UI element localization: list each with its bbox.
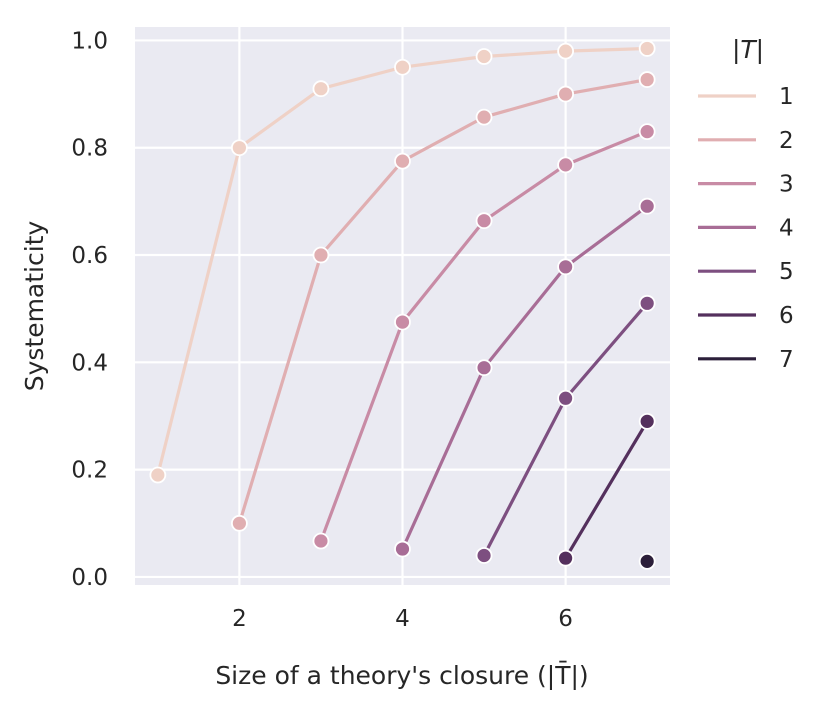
series-2 <box>230 71 656 532</box>
legend-item-7: 7 <box>698 347 794 373</box>
data-point <box>638 123 656 141</box>
series-7 <box>638 552 656 570</box>
legend-label: 6 <box>779 303 794 329</box>
legend-title: |T| <box>732 35 764 64</box>
y-tick-label: 0.4 <box>71 350 108 376</box>
legend: |T| 1 2 3 4 5 6 7 <box>698 35 794 373</box>
data-point <box>475 547 493 564</box>
axis-layer: 2 4 6 0.0 0.2 0.4 0.6 0.8 1.0 <box>71 28 573 632</box>
legend-item-4: 4 <box>698 215 794 241</box>
y-axis-label: Systematicity <box>20 221 49 392</box>
y-tick-label: 0.2 <box>71 458 108 484</box>
data-point <box>638 412 656 430</box>
series-5 <box>475 294 656 564</box>
data-point <box>312 532 330 550</box>
legend-label: 7 <box>779 347 794 373</box>
data-point <box>557 549 575 567</box>
legend-label: 3 <box>779 172 794 198</box>
legend-item-6: 6 <box>698 303 794 329</box>
legend-item-2: 2 <box>698 128 794 154</box>
y-tick-label: 0.6 <box>71 243 108 269</box>
x-tick-label: 6 <box>558 606 573 632</box>
y-tick-label: 0.0 <box>71 565 108 591</box>
series-3 <box>312 123 656 550</box>
series-4 <box>394 197 656 558</box>
data-point <box>475 108 493 126</box>
data-point <box>638 552 656 570</box>
data-point <box>394 152 411 170</box>
data-point <box>230 514 248 532</box>
series-layer <box>149 40 656 570</box>
data-point <box>394 58 411 76</box>
data-point <box>475 212 493 230</box>
y-tick-label: 1.0 <box>71 28 108 54</box>
series-6 <box>557 412 656 567</box>
data-point <box>475 48 493 65</box>
data-point <box>557 258 575 276</box>
data-point <box>557 42 575 60</box>
data-point <box>557 156 575 174</box>
series-line <box>400 204 649 551</box>
legend-label: 2 <box>779 128 794 154</box>
legend-item-3: 3 <box>698 172 794 198</box>
data-point <box>475 359 493 377</box>
series-line <box>237 78 649 525</box>
data-point <box>557 389 575 407</box>
series-line <box>564 419 649 560</box>
legend-item-5: 5 <box>698 259 794 285</box>
y-tick-label: 0.8 <box>71 136 108 162</box>
data-point <box>312 80 330 98</box>
data-point <box>394 540 411 558</box>
data-point <box>638 71 656 88</box>
data-point <box>557 85 575 103</box>
x-tick-label: 4 <box>395 606 410 632</box>
data-point <box>230 139 248 157</box>
x-axis-label: Size of a theory's closure (|T̄|) <box>215 660 588 690</box>
data-point <box>312 246 330 264</box>
legend-item-1: 1 <box>698 84 794 110</box>
legend-label: 1 <box>779 84 794 110</box>
legend-label: 4 <box>779 215 794 241</box>
legend-label: 5 <box>779 259 794 285</box>
legend-items: 1 2 3 4 5 6 7 <box>698 84 794 373</box>
data-point <box>638 197 656 215</box>
data-point <box>638 294 656 312</box>
data-point <box>149 466 167 484</box>
x-tick-label: 2 <box>232 606 247 632</box>
data-point <box>638 40 656 57</box>
data-point <box>394 313 411 331</box>
series-1 <box>149 40 656 484</box>
